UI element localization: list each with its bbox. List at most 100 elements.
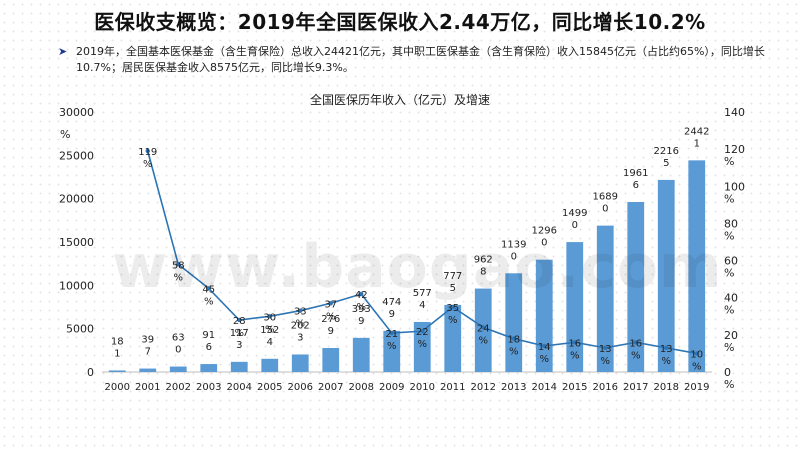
bullet-arrow-icon: ➤ <box>58 45 68 58</box>
bar-value-label: 1499 0 <box>562 208 587 231</box>
watermark: www.baogao.com <box>112 232 723 302</box>
x-tick-label: 2019 <box>684 382 709 393</box>
x-tick-label: 2001 <box>135 382 160 393</box>
x-tick-label: 2013 <box>501 382 526 393</box>
growth-value-label: 21% <box>385 329 398 352</box>
growth-point <box>450 304 455 310</box>
bar <box>596 225 614 372</box>
x-tick-label: 2009 <box>379 382 404 393</box>
growth-point <box>145 148 150 154</box>
growth-point <box>633 340 638 345</box>
bar-value-label: 1689 0 <box>593 192 618 215</box>
bar <box>474 288 492 372</box>
growth-value-label: 10% <box>690 349 703 372</box>
growth-point <box>328 301 333 306</box>
bar <box>108 370 126 372</box>
y-right-tick-label: 40% <box>724 292 738 317</box>
growth-point <box>237 317 242 323</box>
bar-value-label: 393 9 <box>352 304 371 327</box>
bar-value-label: 1139 0 <box>501 239 526 262</box>
bar-value-label: 39 7 <box>141 335 154 358</box>
bar <box>535 259 553 372</box>
summary-paragraph: ➤ 2019年，全国基本医保基金（含生育保险）总收入24421亿元，其中职工医保… <box>58 44 776 76</box>
bar <box>383 330 401 372</box>
bar <box>291 354 309 372</box>
y-left-tick-label: 20000 <box>59 193 94 206</box>
bar-value-label: 1296 0 <box>532 226 557 249</box>
bar-value-label: 276 9 <box>321 314 340 337</box>
bar <box>261 358 279 372</box>
bar <box>444 304 462 372</box>
growth-value-label: 14% <box>538 342 551 365</box>
bar <box>566 242 584 372</box>
bar-value-label: 18 1 <box>111 336 124 359</box>
x-tick-label: 2010 <box>410 382 435 393</box>
bar-value-label: 91 6 <box>202 330 215 353</box>
y-right-tick-label: 80% <box>724 217 738 242</box>
bar-value-label: 152 4 <box>260 325 279 348</box>
growth-value-label: 13% <box>660 344 673 367</box>
growth-value-label: 22% <box>416 327 429 350</box>
bar <box>657 179 675 372</box>
growth-value-label: 16% <box>568 338 581 361</box>
x-tick-label: 2016 <box>593 382 618 393</box>
x-tick-label: 2005 <box>257 382 282 393</box>
y-right-tick-label: 60% <box>724 255 738 280</box>
x-tick-label: 2017 <box>623 382 648 393</box>
bar <box>505 273 523 372</box>
bar <box>322 348 340 372</box>
x-tick-label: 2014 <box>532 382 557 393</box>
growth-point <box>267 314 272 319</box>
x-tick-label: 2012 <box>471 382 496 393</box>
x-tick-label: 2004 <box>227 382 252 393</box>
growth-point <box>664 345 669 351</box>
x-tick-label: 2006 <box>288 382 313 393</box>
y-right-tick-label: 20% <box>724 329 738 354</box>
x-tick-label: 2018 <box>654 382 679 393</box>
bar-value-label: 962 8 <box>474 255 493 278</box>
bar <box>627 201 645 372</box>
y-right-tick-label: 0% <box>724 366 734 391</box>
growth-value-label: 13% <box>599 344 612 367</box>
bar-value-label: 202 3 <box>291 320 310 343</box>
growth-value-label: 35% <box>446 303 459 326</box>
growth-point <box>359 291 364 297</box>
bar-value-label: 117 3 <box>230 328 249 351</box>
growth-point <box>481 325 486 330</box>
growth-point <box>572 340 577 345</box>
bar <box>352 337 370 372</box>
bar <box>169 366 187 372</box>
bar-value-label: 777 5 <box>443 271 462 294</box>
growth-value-label: 42% <box>355 290 368 313</box>
growth-point <box>206 286 211 291</box>
growth-point <box>298 308 303 313</box>
bar-value-label: 2442 1 <box>684 126 709 149</box>
bar-value-label: 2216 5 <box>654 146 679 169</box>
growth-value-label: 45% <box>202 284 215 307</box>
bar <box>230 361 248 372</box>
growth-point <box>389 330 394 336</box>
bar <box>688 160 706 372</box>
growth-point <box>420 328 425 334</box>
page-title: 医保收支概览：2019年全国医保收入2.44万亿，同比增长10.2% <box>94 10 706 34</box>
y-left-tick-label: 30000 <box>59 106 94 119</box>
bar <box>413 321 431 372</box>
y-left-tick-label: 5000 <box>66 323 94 336</box>
growth-point <box>511 336 516 341</box>
bar-value-label: 474 9 <box>382 297 401 320</box>
bar-value-label: 577 4 <box>413 288 432 311</box>
x-tick-label: 2003 <box>196 382 221 393</box>
growth-value-label: 119% <box>138 147 157 170</box>
growth-point <box>694 351 699 356</box>
y-left-tick-label: 10000 <box>59 279 94 292</box>
bar-value-label: 63 0 <box>172 333 185 356</box>
growth-value-label: 33% <box>294 307 307 330</box>
growth-value-label: 37% <box>324 299 337 322</box>
x-tick-label: 2015 <box>562 382 587 393</box>
summary-text: 2019年，全国基本医保基金（含生育保险）总收入24421亿元，其中职工医保基金… <box>76 45 765 74</box>
x-tick-label: 2002 <box>166 382 191 393</box>
growth-value-label: 24% <box>477 323 490 346</box>
growth-value-label: 30% <box>263 312 276 335</box>
y-left-unit-label: % <box>60 128 70 141</box>
